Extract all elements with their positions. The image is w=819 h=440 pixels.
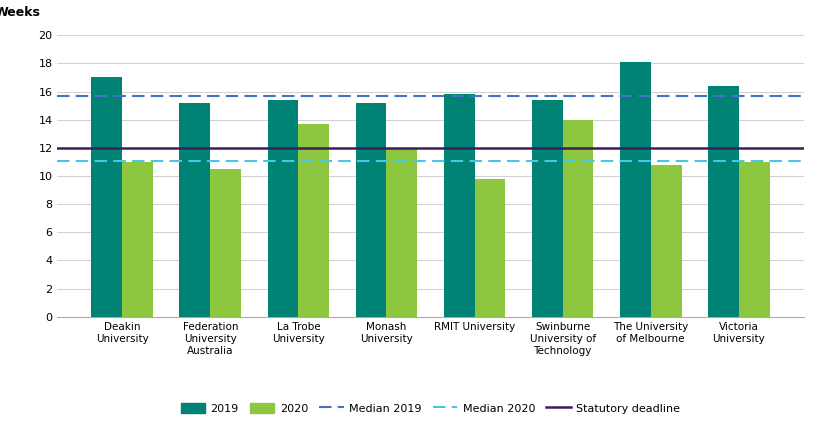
Bar <box>267 100 298 317</box>
Bar <box>532 100 562 317</box>
Legend: 2019, 2020, Median 2019, Median 2020, Statutory deadline: 2019, 2020, Median 2019, Median 2020, St… <box>176 399 684 418</box>
Bar <box>562 120 593 317</box>
Bar <box>707 86 738 317</box>
Bar <box>355 103 386 317</box>
Text: Weeks: Weeks <box>0 6 41 18</box>
Bar <box>91 77 122 317</box>
Bar <box>298 124 328 317</box>
Bar <box>619 62 650 317</box>
Bar <box>122 162 153 317</box>
Bar <box>386 148 417 317</box>
Bar <box>650 165 681 317</box>
Bar <box>738 162 769 317</box>
Bar <box>474 179 505 317</box>
Bar <box>443 94 474 317</box>
Bar <box>179 103 210 317</box>
Bar <box>210 169 241 317</box>
